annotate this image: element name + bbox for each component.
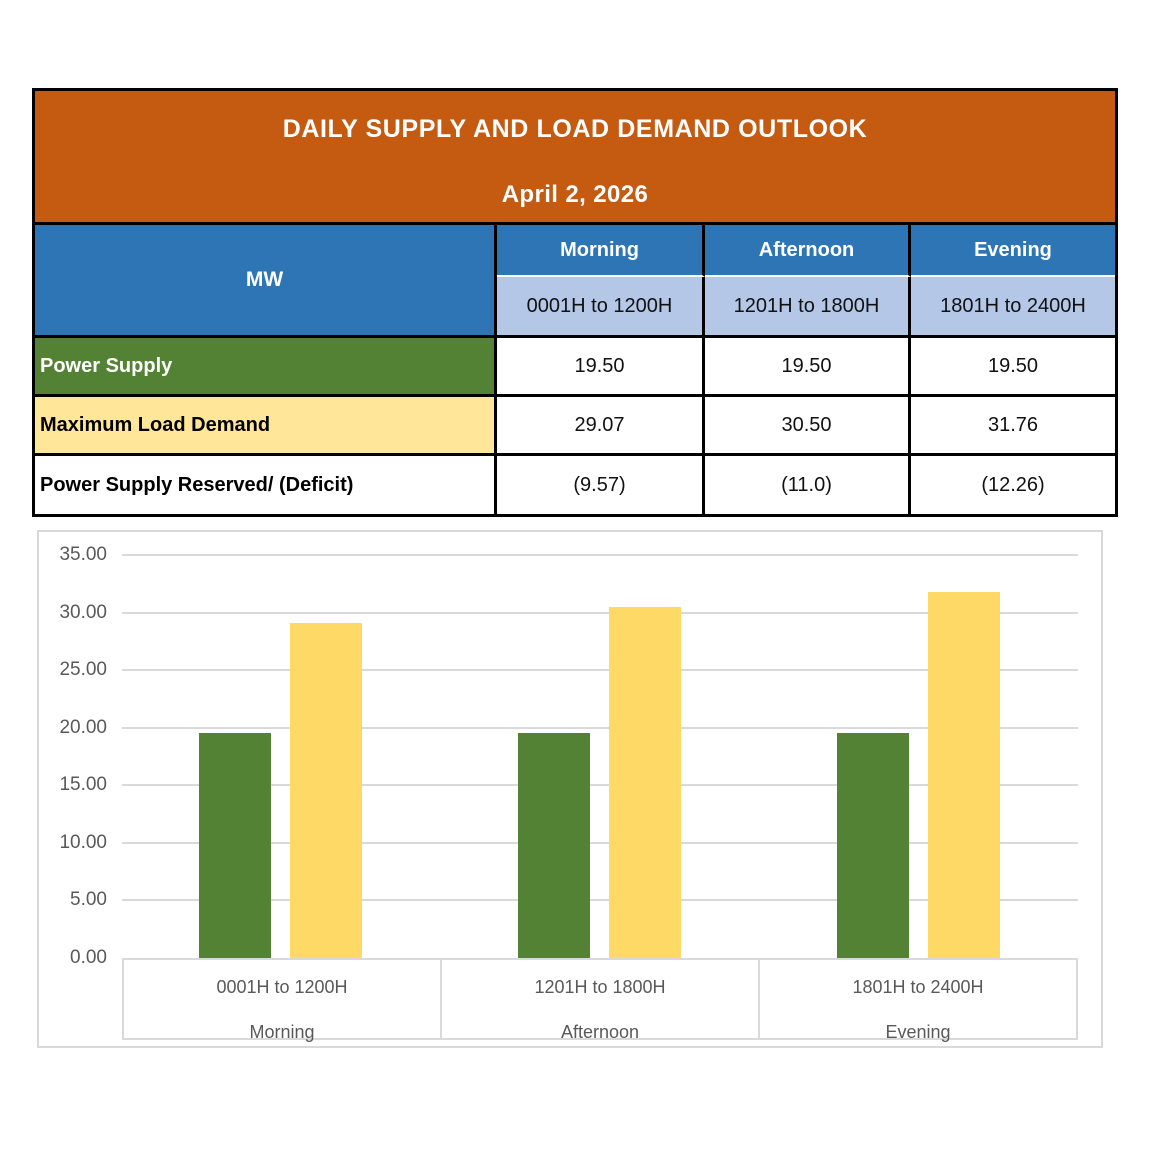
row-label-max-load-demand: Maximum Load Demand <box>35 397 497 456</box>
outlook-grid: MW Morning Afternoon Evening 0001H to 12… <box>35 225 1115 514</box>
y-axis-tick-label: 0.00 <box>70 947 107 968</box>
bar-power-supply-morning <box>199 733 272 958</box>
bar-maximum-load-demand-morning <box>290 623 363 958</box>
table-title-block: DAILY SUPPLY AND LOAD DEMAND OUTLOOK Apr… <box>35 91 1115 225</box>
reserve-evening-value: (12.26) <box>911 456 1115 514</box>
max-load-morning-value: 29.07 <box>497 397 705 456</box>
report-date: April 2, 2026 <box>501 181 649 208</box>
row-label-reserve-deficit: Power Supply Reserved/ (Deficit) <box>35 456 497 514</box>
x-axis-category-morning: 0001H to 1200H Morning <box>124 960 440 1042</box>
power-supply-morning-value: 19.50 <box>497 338 705 397</box>
unit-header-cell: MW <box>35 225 497 338</box>
row-label-power-supply: Power Supply <box>35 338 497 397</box>
period-header-afternoon: Afternoon <box>705 225 911 277</box>
bar-maximum-load-demand-afternoon <box>609 606 681 958</box>
x-axis-category-box: 0001H to 1200H Morning 1201H to 1800H After… <box>122 958 1078 1042</box>
y-axis-tick-label: 20.00 <box>59 716 107 738</box>
y-axis-tick-label: 25.00 <box>59 659 107 681</box>
gridline <box>122 554 1078 556</box>
category-hours-label: 1201H to 1800H <box>534 977 666 997</box>
bar-maximum-load-demand-evening <box>927 592 1000 958</box>
max-load-evening-value: 31.76 <box>911 397 1115 456</box>
gridline <box>122 611 1078 614</box>
y-axis-tick-label: 5.00 <box>70 889 107 911</box>
gridline <box>122 726 1078 729</box>
y-axis-tick-label: 35.00 <box>59 544 107 565</box>
max-load-afternoon-value: 30.50 <box>705 397 911 456</box>
category-period-label: Morning <box>249 1022 315 1042</box>
x-axis-category-afternoon: 1201H to 1800H Afternoon <box>440 960 758 1042</box>
gridline <box>122 784 1078 787</box>
period-header-morning: Morning <box>497 225 705 277</box>
bar-power-supply-evening <box>836 733 909 958</box>
y-axis-tick-label: 30.00 <box>59 601 107 623</box>
bar-power-supply-afternoon <box>518 733 590 958</box>
category-period-label: Evening <box>885 1022 951 1042</box>
category-hours-label: 1801H to 2400H <box>852 977 984 997</box>
period-header-evening: Evening <box>911 225 1115 277</box>
y-axis-tick-label: 10.00 <box>59 831 107 853</box>
reserve-morning-value: (9.57) <box>497 456 705 514</box>
x-axis-category-evening: 1801H to 2400H Evening <box>758 960 1076 1042</box>
supply-demand-bar-chart: 35.00 30.00 25.00 20.00 15.00 10.00 5.00 0.00 00… <box>37 530 1103 1048</box>
hours-header-evening: 1801H to 2400H <box>911 277 1115 338</box>
y-axis-tick-label: 15.00 <box>59 774 107 796</box>
reserve-afternoon-value: (11.0) <box>705 456 911 514</box>
gridline <box>122 669 1078 672</box>
daily-outlook-table: DAILY SUPPLY AND LOAD DEMAND OUTLOOK Apr… <box>32 88 1118 517</box>
hours-header-morning: 0001H to 1200H <box>497 277 705 338</box>
report-title: DAILY SUPPLY AND LOAD DEMAND OUTLOOK <box>282 115 868 143</box>
gridline <box>122 899 1078 902</box>
power-supply-evening-value: 19.50 <box>911 338 1115 397</box>
category-hours-label: 0001H to 1200H <box>216 977 348 997</box>
gridline <box>122 841 1078 844</box>
category-period-label: Afternoon <box>560 1022 640 1042</box>
power-supply-afternoon-value: 19.50 <box>705 338 911 397</box>
hours-header-afternoon: 1201H to 1800H <box>705 277 911 338</box>
